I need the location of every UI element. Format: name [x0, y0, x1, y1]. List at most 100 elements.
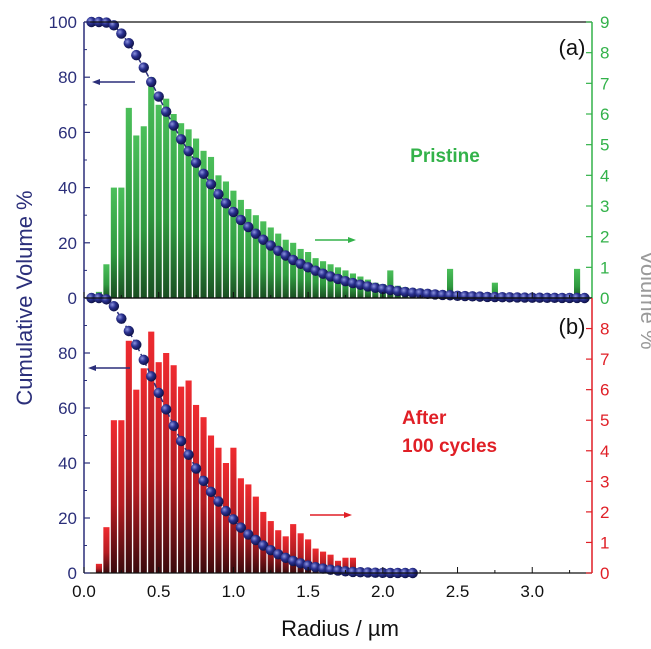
right-tick-label-b-5: 5: [600, 411, 609, 430]
left-tick-label-a-100: 100: [49, 13, 77, 32]
histogram-bar-a-7: [148, 77, 155, 298]
right-tick-label-a-5: 5: [600, 136, 609, 155]
histogram-bar-b-7: [148, 331, 155, 573]
left-tick-label-b-20: 20: [58, 509, 77, 528]
right-tick-label-a-6: 6: [600, 105, 609, 124]
cumulative-point-a-52: [474, 291, 486, 302]
cumulative-point-a-44: [414, 288, 426, 299]
histogram-bar-a-11: [178, 123, 185, 298]
histogram-bar-a-64: [574, 268, 581, 298]
x-axis-label: Radius / µm: [281, 616, 399, 641]
left-tick-label-b-80: 80: [58, 344, 77, 363]
cumulative-point-b-16: [205, 486, 217, 498]
histogram-bar-b-15: [207, 435, 215, 573]
histogram-bar-a-22: [260, 221, 267, 298]
histogram-bar-b-3: [118, 420, 125, 573]
right-tick-label-a-0: 0: [600, 289, 609, 308]
x-tick-label-3: 3.0: [520, 582, 544, 601]
panel-a-letter: (a): [559, 35, 586, 60]
cumulative-point-b-35: [347, 566, 359, 578]
histogram-bar-b-13: [193, 404, 200, 573]
histogram-bar-b-5: [133, 389, 140, 573]
x-tick-label-1.5: 1.5: [296, 582, 320, 601]
histogram-bar-a-14: [200, 150, 207, 298]
cumulative-point-a-51: [467, 291, 478, 302]
cumulative-point-a-10: [160, 106, 172, 117]
histogram-bar-a-19: [237, 199, 244, 298]
cumulative-point-a-11: [168, 120, 179, 131]
cumulative-point-a-3: [108, 20, 120, 31]
cumulative-point-a-16: [205, 179, 217, 190]
cumulative-point-b-10: [160, 404, 172, 415]
cumulative-point-b-36: [355, 566, 366, 578]
arrow-top-left: [92, 79, 135, 85]
cumulative-point-a-20: [235, 214, 247, 226]
cumulative-point-b-23: [258, 540, 269, 551]
right-tick-label-a-4: 4: [600, 166, 609, 185]
cumulative-point-a-15: [198, 168, 209, 179]
cumulative-point-b-5: [123, 325, 135, 337]
cumulative-point-b-3: [108, 301, 120, 312]
histogram-bar-a-5: [133, 135, 140, 298]
histogram-bar-a-24: [275, 233, 282, 298]
cumulative-point-b-2: [101, 294, 112, 305]
histogram-bar-a-12: [185, 129, 192, 298]
cumulative-point-a-24: [265, 240, 276, 251]
left-tick-label-a-40: 40: [58, 179, 77, 198]
cumulative-point-a-9: [153, 91, 164, 102]
cumulative-point-a-5: [123, 38, 135, 49]
histogram-bar-a-39: [387, 270, 394, 298]
cumulative-point-a-18: [220, 198, 232, 209]
cumulative-point-b-4: [116, 313, 127, 324]
histogram-bar-a-1: [103, 264, 110, 298]
panel-b-letter: (b): [559, 314, 586, 339]
cumulative-point-b-8: [146, 371, 157, 382]
left-tick-label-a-60: 60: [58, 123, 77, 142]
right-tick-label-b-1: 1: [600, 533, 609, 552]
histogram-bar-a-21: [252, 215, 259, 298]
cumulative-point-b-15: [198, 475, 209, 487]
histogram-bar-b-8: [155, 362, 162, 573]
histogram-bar-b-28: [305, 539, 312, 573]
histogram-bar-b-31: [327, 554, 334, 573]
cumulative-point-a-14: [190, 157, 202, 168]
cumulative-point-a-12: [175, 134, 187, 145]
histogram-bar-a-15: [207, 156, 215, 298]
panel-b: 0 20 40 60 80 0 1 2 3 4 5 6 7 8 0.0 0.5 1.0 1.5 2.0 2.5 3.0: [58, 292, 609, 601]
histogram-bar-b-20: [245, 484, 252, 573]
left-tick-label-b-0: 0: [68, 564, 77, 583]
histogram-bar-a-4: [125, 107, 132, 299]
cumulative-point-b-12: [175, 435, 187, 447]
histogram-bar-a-25: [282, 239, 289, 298]
x-tick-label-0.5: 0.5: [147, 582, 171, 601]
cumulative-point-a-43: [407, 287, 418, 298]
cumulative-point-b-22: [250, 534, 262, 546]
histogram-bar-a-29: [312, 258, 319, 298]
right-tick-label-b-4: 4: [600, 442, 609, 461]
histogram-bar-a-13: [193, 138, 200, 298]
histogram-bar-a-20: [245, 209, 252, 298]
cumulative-point-b-14: [190, 463, 202, 474]
cumulative-point-a-19: [228, 206, 239, 218]
x-tick-label-2.5: 2.5: [446, 582, 470, 601]
left-tick-label-b-40: 40: [58, 454, 77, 473]
cumulative-point-a-45: [422, 288, 433, 300]
cumulative-point-b-9: [153, 387, 164, 399]
cumulative-point-a-25: [273, 245, 284, 256]
histogram-bar-b-10: [170, 365, 177, 573]
histogram-bar-a-53: [491, 282, 498, 298]
x-tick-label-1: 1.0: [222, 582, 246, 601]
cumulative-point-b-20: [235, 522, 247, 533]
histogram-bar-b-29: [312, 548, 319, 573]
left-tick-label-a-20: 20: [58, 234, 77, 253]
histogram-bar-b-30: [320, 551, 327, 573]
right-tick-label-a-3: 3: [600, 197, 609, 216]
histogram-bar-b-6: [140, 368, 147, 573]
right-tick-label-a-9: 9: [600, 13, 609, 32]
right-tick-label-b-3: 3: [600, 472, 609, 491]
histogram-bar-b-11: [178, 386, 185, 573]
cumulative-point-a-22: [250, 228, 262, 239]
cumulative-point-a-7: [138, 62, 149, 73]
histogram-bar-b-34: [349, 557, 357, 573]
